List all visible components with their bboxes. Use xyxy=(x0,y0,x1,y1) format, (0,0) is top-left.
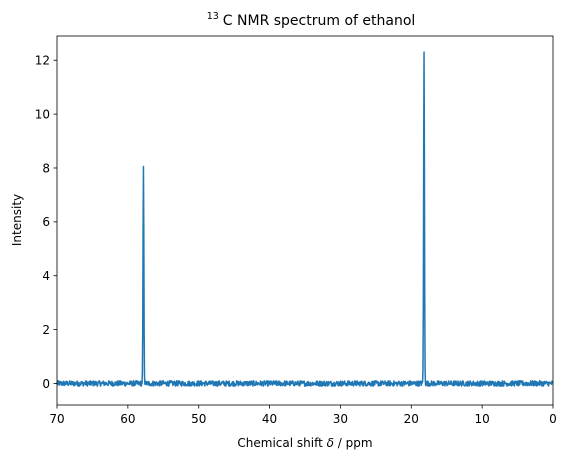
spectrum-line xyxy=(56,51,554,387)
plot-frame xyxy=(56,35,554,406)
y-tick-label: 2 xyxy=(42,323,50,337)
x-tick-label: 70 xyxy=(49,412,64,426)
plot-area xyxy=(56,51,554,387)
y-tick-label: 12 xyxy=(35,54,50,68)
y-tick-label: 6 xyxy=(42,215,50,229)
x-tick-label: 50 xyxy=(191,412,206,426)
x-axis: 70 60 50 40 30 20 10 0 xyxy=(49,405,557,426)
y-tick-label: 10 xyxy=(35,107,50,121)
x-tick-label: 10 xyxy=(475,412,490,426)
x-axis-label-suffix: / ppm xyxy=(338,436,373,450)
x-tick-label: 20 xyxy=(404,412,419,426)
x-axis-label-symbol: δ xyxy=(327,436,334,450)
y-tick-label: 4 xyxy=(42,269,50,283)
title-main: C NMR spectrum of ethanol xyxy=(223,13,415,29)
x-tick-label: 0 xyxy=(549,412,557,426)
y-axis: 0 2 4 6 8 10 12 xyxy=(35,54,57,391)
x-axis-label: Chemical shift δ / ppm xyxy=(237,436,372,450)
x-tick-label: 60 xyxy=(120,412,135,426)
y-tick-label: 0 xyxy=(42,377,50,391)
y-tick-label: 8 xyxy=(42,161,50,175)
y-axis-label: Intensity xyxy=(10,194,24,246)
x-tick-label: 40 xyxy=(262,412,277,426)
x-axis-label-prefix: Chemical shift xyxy=(237,436,326,450)
title-superscript: 13 xyxy=(207,11,219,22)
chart-title: 13 C NMR spectrum of ethanol xyxy=(207,6,416,29)
x-tick-label: 30 xyxy=(333,412,348,426)
